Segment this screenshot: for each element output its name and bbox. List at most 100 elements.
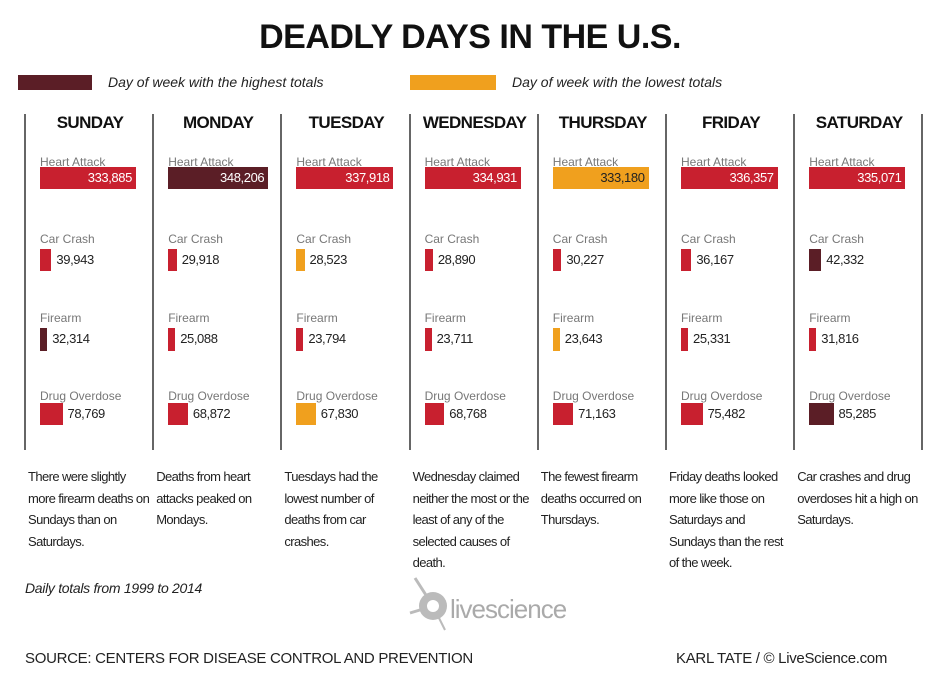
value-label: 68,872 [192,406,231,421]
day-note: Car crashes and drug overdoses hit a hig… [797,469,918,528]
cause-label: Car Crash [809,232,864,246]
cause-label: Firearm [168,311,210,325]
day-heading: SUNDAY [56,113,124,132]
value-label: 42,332 [826,252,864,267]
value-label: 71,163 [578,406,616,421]
cause-label: Drug Overdose [168,389,250,403]
legend-label-low: Day of week with the lowest totals [512,74,723,90]
bar-heart-attack [424,167,521,189]
cause-label: Heart Attack [40,155,106,169]
bar-heart-attack [681,167,778,189]
credit-text: KARL TATE / © LiveScience.com [676,650,888,667]
bar-drug-overdose [809,403,834,425]
day-heading: WEDNESDAY [422,113,527,132]
bar-drug-overdose [424,403,445,425]
day-column-tuesday: TUESDAY Heart Attack 337,918 Car Crash 28,52… [283,110,409,450]
cause-label: Car Crash [40,232,95,246]
cause-label: Car Crash [296,232,352,246]
value-label: 68,768 [449,406,487,421]
bar-car-crash [40,249,52,271]
day-note: Tuesdays had the lowest number of deaths… [284,469,378,549]
logo-text: livescience [450,594,567,624]
bar-firearm [681,328,688,351]
bar-heart-attack [552,167,649,189]
value-label: 30,227 [566,252,604,267]
cause-label: Heart Attack [552,155,619,169]
value-label: 32,314 [52,331,90,346]
chart-title: DEADLY DAYS IN THE U.S. [259,18,681,56]
value-label: 36,167 [696,252,734,267]
cause-label: Car Crash [681,232,736,246]
value-label: 348,206 [220,170,265,185]
day-note: The fewest firearm deaths occurred on Th… [540,469,642,528]
cause-label: Drug Overdose [424,389,506,403]
column-divider [793,114,796,450]
bar-heart-attack [809,167,906,189]
cause-label: Heart Attack [681,155,747,169]
cause-label: Drug Overdose [40,389,122,403]
cause-label: Firearm [809,311,851,325]
column-divider [921,114,924,450]
value-label: 67,830 [320,406,359,421]
bar-heart-attack [168,167,269,189]
cause-label: Firearm [40,311,82,325]
cause-label: Drug Overdose [681,389,763,403]
column-divider [665,114,667,450]
column-divider [280,114,283,450]
cause-label: Heart Attack [424,155,490,169]
day-column-friday: FRIDAY Heart Attack 336,357 Car Crash 36,167… [668,110,794,450]
livescience-logo: livescience [405,568,585,633]
value-label: 336,357 [729,170,774,185]
value-label: 335,071 [857,170,902,185]
legend-swatch-high [18,75,92,90]
day-note: Deaths from heart attacks peaked on Mond… [156,469,252,528]
cause-label: Car Crash [424,232,480,246]
value-label: 333,885 [87,170,133,185]
bar-firearm [168,328,176,351]
value-label: 28,890 [437,252,476,267]
cause-label: Firearm [296,311,338,325]
subtitle: Daily totals from 1999 to 2014 [25,580,202,596]
day-note: Wednesday claimed neither the most or th… [412,469,530,571]
day-note: There were slightly more firearm deaths … [28,469,150,549]
legend-label-high: Day of week with the highest totals [108,74,324,90]
bar-car-crash [681,249,692,271]
column-divider [24,114,26,450]
day-column-monday: MONDAY Heart Attack 348,206 Car Crash 29,918… [155,110,281,450]
bar-firearm [296,328,304,351]
day-note: Friday deaths looked more like those on … [669,469,783,571]
bar-firearm [424,328,432,351]
value-label: 333,180 [600,170,645,185]
bar-drug-overdose [168,403,188,425]
column-divider [408,114,411,450]
cause-label: Heart Attack [168,155,234,169]
value-label: 75,482 [707,406,746,421]
bar-firearm [809,328,817,351]
cause-label: Firearm [552,311,595,325]
bar-firearm [40,328,48,351]
cause-label: Firearm [424,311,466,325]
day-heading: SATURDAY [815,113,903,132]
bar-car-crash [809,249,822,271]
cause-label: Car Crash [168,232,223,246]
day-heading: TUESDAY [308,113,385,132]
bar-drug-overdose [552,403,574,425]
cause-label: Drug Overdose [809,389,891,403]
value-label: 25,331 [693,331,731,346]
cause-label: Heart Attack [296,155,362,169]
bar-car-crash [552,249,562,271]
cause-label: Car Crash [552,232,608,246]
day-heading: THURSDAY [558,113,648,132]
bar-drug-overdose [296,403,316,425]
day-column-saturday: SATURDAY Heart Attack 335,071 Car Crash 42,3… [796,110,922,450]
bar-car-crash [296,249,305,271]
day-heading: MONDAY [182,113,254,132]
cause-label: Drug Overdose [296,389,378,403]
value-label: 334,931 [472,170,518,185]
bar-drug-overdose [681,403,703,425]
value-label: 31,816 [821,331,859,346]
bar-car-crash [424,249,433,271]
bar-heart-attack [296,167,394,189]
value-label: 23,643 [564,331,603,346]
